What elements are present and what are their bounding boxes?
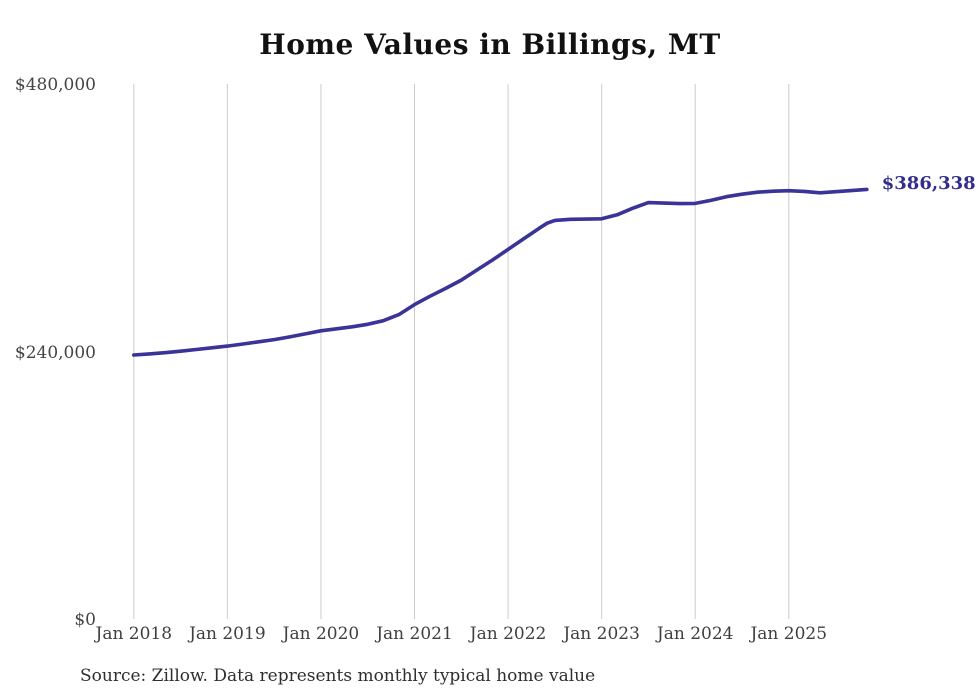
x-tick-label: Jan 2023 xyxy=(563,624,640,644)
chart-title: Home Values in Billings, MT xyxy=(259,28,721,61)
x-tick-label: Jan 2022 xyxy=(469,624,547,644)
y-tick-label: $480,000 xyxy=(14,75,96,95)
gridlines xyxy=(133,84,790,619)
x-tick-label: Jan 2020 xyxy=(282,624,360,644)
y-tick-label: $0 xyxy=(74,610,96,630)
y-tick-label: $240,000 xyxy=(14,342,96,363)
current-value-label: $386,338 xyxy=(881,173,976,195)
x-tick-label: Jan 2019 xyxy=(189,624,266,644)
x-tick-label: Jan 2024 xyxy=(656,624,734,644)
source-note: Source: Zillow. Data represents monthly … xyxy=(80,666,596,686)
x-tick-label: Jan 2018 xyxy=(95,624,173,644)
x-tick-label: Jan 2021 xyxy=(376,624,453,644)
x-tick-label: Jan 2025 xyxy=(750,624,828,644)
home-value-line xyxy=(132,187,869,357)
